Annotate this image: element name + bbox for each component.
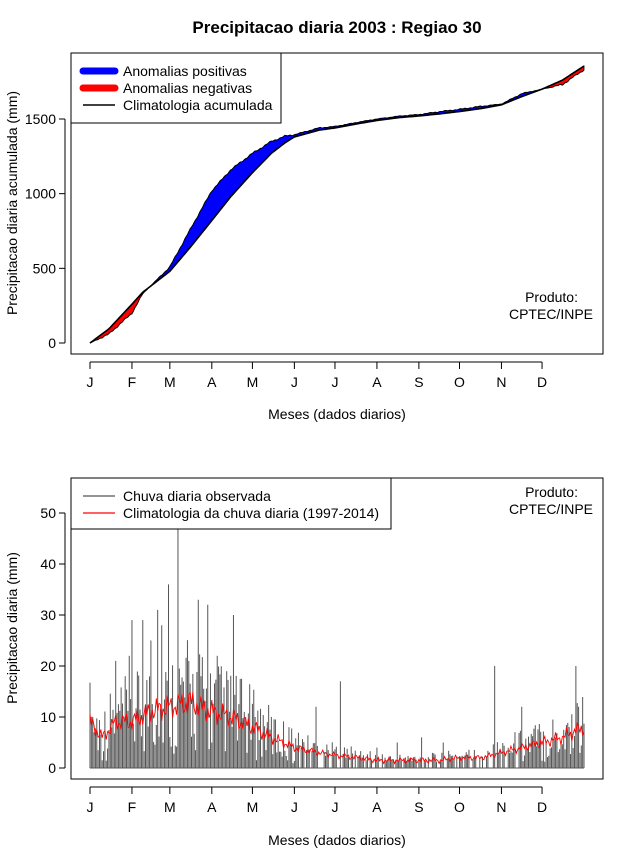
bottom-y-axis-label: Precipitacao diaria (mm) [4,552,20,704]
x-tick-label: S [414,799,423,815]
y-tick-label: 50 [40,505,56,521]
y-tick-label: 0 [48,335,56,351]
top-annotation-line1: Produto: [525,289,578,305]
x-tick-label: O [454,374,465,390]
accumulated-panel: J F M A M J J A S O N D 0 500 1000 1500 Meses (dados di… [4,52,604,422]
top-axes: J F M A M J J A S O N D 0 500 1000 1500 [25,111,547,390]
x-tick-label: D [537,374,547,390]
x-tick-label: F [128,799,137,815]
bottom-x-axis-label: Meses (dados diarios) [268,832,406,848]
x-tick-label: D [537,799,547,815]
x-tick-label: J [87,374,94,390]
y-tick-label: 1000 [25,186,56,202]
bottom-legend-box [70,477,392,530]
top-x-axis-label: Meses (dados diarios) [268,406,406,422]
y-tick-label: 1500 [25,111,56,127]
x-tick-label: F [128,374,137,390]
bottom-legend: Chuva diaria observada Climatologia da c… [70,477,392,530]
legend-negative-label: Anomalias negativas [123,80,252,96]
y-tick-label: 20 [40,658,56,674]
y-tick-label: 0 [48,760,56,776]
top-legend: Anomalias positivas Anomalias negativas … [70,52,282,124]
daily-panel: J F M A M J J A S O N D 0 10 20 30 40 50 Meses (dados dia… [4,477,604,848]
x-tick-label: N [496,799,506,815]
x-tick-label: M [247,374,259,390]
x-tick-label: A [207,374,217,390]
x-tick-label: J [331,799,338,815]
x-tick-label: A [372,374,382,390]
x-tick-label: S [414,374,423,390]
climatology-accumulated-line [89,65,585,344]
x-tick-label: M [164,799,176,815]
bottom-data-layer [89,528,585,769]
x-tick-label: M [247,799,259,815]
y-tick-label: 30 [40,607,56,623]
y-tick-label: 40 [40,556,56,572]
bottom-axes: J F M A M J J A S O N D 0 10 20 30 40 50 [40,505,547,815]
x-tick-label: J [291,374,298,390]
legend-climatology-label: Climatologia acumulada [123,97,273,113]
x-tick-label: J [87,799,94,815]
top-annotation-line2: CPTEC/INPE [509,306,593,322]
x-tick-label: M [164,374,176,390]
x-tick-label: O [454,799,465,815]
y-tick-label: 10 [40,709,56,725]
climatology-daily-line [89,691,585,765]
legend-positive-label: Anomalias positivas [123,63,247,79]
x-tick-label: N [496,374,506,390]
legend-climatology-daily-label: Climatologia da chuva diaria (1997-2014) [123,505,379,521]
top-plot-frame [70,52,604,355]
legend-observed-label: Chuva diaria observada [123,488,271,504]
x-tick-label: A [372,799,382,815]
x-tick-label: J [291,799,298,815]
x-tick-label: A [207,799,217,815]
x-tick-label: J [331,374,338,390]
top-data-layer [89,65,585,344]
bottom-annotation-line1: Produto: [525,484,578,500]
bottom-annotation-line2: CPTEC/INPE [509,501,593,517]
figure-title: Precipitacao diaria 2003 : Regiao 30 [192,18,481,37]
top-y-axis-label: Precipitacao diaria acumulada (mm) [4,91,20,315]
y-tick-label: 500 [33,260,57,276]
